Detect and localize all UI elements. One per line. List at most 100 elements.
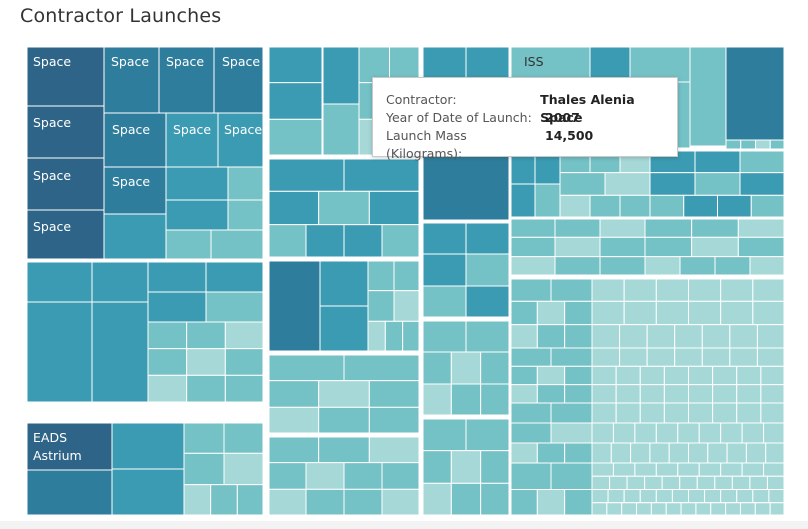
treemap-group[interactable]: [24, 258, 266, 422]
treemap-cell[interactable]: [186, 348, 226, 376]
treemap-cell[interactable]: [183, 484, 212, 517]
treemap-cell[interactable]: [534, 183, 561, 219]
treemap-cell[interactable]: [368, 435, 421, 464]
treemap-cell[interactable]: [480, 351, 511, 385]
treemap-cell[interactable]: [599, 236, 646, 258]
treemap-group[interactable]: [266, 352, 422, 436]
treemap-cell[interactable]: [509, 422, 552, 444]
treemap-cell[interactable]: [623, 277, 657, 302]
treemap-cell[interactable]: [267, 462, 307, 490]
treemap-cell[interactable]: [714, 475, 733, 490]
treemap-cell[interactable]: [559, 172, 606, 196]
treemap-group[interactable]: [266, 434, 422, 518]
treemap-cell[interactable]: [358, 45, 390, 84]
treemap-cell-space[interactable]: [25, 45, 105, 107]
treemap-cell[interactable]: [322, 103, 360, 157]
treemap-cell[interactable]: [739, 149, 786, 174]
treemap-cell[interactable]: [695, 502, 712, 517]
treemap-group[interactable]: [508, 276, 787, 518]
treemap-cell[interactable]: [402, 320, 421, 353]
treemap-cell[interactable]: [655, 462, 679, 477]
treemap-cell[interactable]: [25, 261, 93, 303]
treemap-cell[interactable]: [183, 421, 225, 454]
treemap-cell[interactable]: [765, 442, 786, 464]
treemap-cell[interactable]: [236, 484, 265, 517]
treemap-cell[interactable]: [267, 380, 320, 408]
treemap-cell[interactable]: [644, 217, 693, 238]
treemap-cell[interactable]: [754, 502, 771, 517]
treemap-cell[interactable]: [343, 353, 421, 382]
treemap-cell[interactable]: [712, 384, 738, 404]
treemap-cell[interactable]: [147, 291, 207, 323]
treemap-cell[interactable]: [91, 301, 149, 403]
treemap-cell[interactable]: [509, 236, 556, 258]
treemap-cell[interactable]: [688, 365, 714, 386]
treemap-cell[interactable]: [550, 402, 593, 424]
treemap-cell[interactable]: [680, 502, 697, 517]
treemap-cell[interactable]: [509, 442, 538, 464]
treemap-cell[interactable]: [749, 475, 768, 490]
treemap-cell[interactable]: [729, 324, 758, 349]
treemap-cell[interactable]: [267, 435, 320, 464]
treemap-cell[interactable]: [646, 347, 676, 367]
treemap-cell[interactable]: [318, 435, 370, 464]
treemap-cell[interactable]: [165, 229, 212, 261]
treemap-cell[interactable]: [729, 347, 758, 367]
treemap-cell[interactable]: [689, 45, 727, 147]
treemap-cell[interactable]: [381, 488, 421, 517]
treemap-cell[interactable]: [509, 384, 538, 404]
treemap-cell[interactable]: [305, 224, 345, 259]
treemap-cell[interactable]: [760, 365, 786, 386]
treemap-cell[interactable]: [691, 217, 739, 238]
treemap-cell[interactable]: [591, 324, 621, 349]
treemap-cell[interactable]: [720, 462, 743, 477]
treemap-cell[interactable]: [393, 290, 421, 322]
treemap-cell[interactable]: [343, 488, 383, 517]
treemap-cell[interactable]: [367, 290, 395, 322]
treemap-cell[interactable]: [683, 194, 718, 219]
treemap-cell[interactable]: [267, 259, 321, 353]
treemap-cell[interactable]: [691, 236, 739, 258]
treemap-cell[interactable]: [224, 348, 265, 376]
treemap-cell[interactable]: [668, 442, 690, 464]
treemap-cell[interactable]: [368, 380, 421, 408]
treemap-cell[interactable]: [698, 462, 722, 477]
treemap-cell[interactable]: [205, 291, 265, 323]
treemap-cell[interactable]: [368, 190, 421, 226]
treemap-cell-iss[interactable]: [509, 45, 591, 83]
treemap-cell[interactable]: [205, 261, 265, 293]
treemap-cell[interactable]: [639, 365, 665, 386]
treemap-cell[interactable]: [319, 259, 369, 307]
treemap-cell[interactable]: [393, 259, 421, 292]
treemap-cell[interactable]: [509, 462, 552, 490]
treemap-cell[interactable]: [610, 442, 632, 464]
treemap-cell[interactable]: [655, 300, 689, 326]
treemap-cell[interactable]: [465, 319, 511, 353]
treemap-cell[interactable]: [737, 217, 786, 238]
treemap-cell[interactable]: [421, 482, 452, 517]
treemap-cell[interactable]: [623, 489, 641, 504]
treemap-cell[interactable]: [609, 475, 628, 490]
treemap-cell[interactable]: [165, 166, 229, 201]
treemap-cell[interactable]: [210, 484, 238, 517]
treemap-cell[interactable]: [554, 236, 601, 258]
treemap-cell-space[interactable]: [217, 112, 265, 168]
treemap-cell[interactable]: [630, 442, 651, 464]
treemap-cell[interactable]: [223, 421, 265, 454]
treemap-cell[interactable]: [465, 253, 511, 287]
treemap-cell[interactable]: [649, 172, 696, 196]
treemap-cell-space[interactable]: [25, 157, 105, 211]
treemap-cell[interactable]: [731, 475, 751, 490]
treemap-cell[interactable]: [615, 402, 641, 424]
treemap-cell[interactable]: [536, 300, 566, 326]
treemap-cell[interactable]: [147, 374, 188, 403]
treemap-cell[interactable]: [421, 383, 452, 417]
treemap-cell[interactable]: [712, 365, 738, 386]
treemap-group[interactable]: [508, 216, 787, 278]
treemap-cell[interactable]: [536, 324, 566, 349]
treemap-cell[interactable]: [674, 347, 703, 367]
treemap-cell[interactable]: [564, 324, 593, 349]
treemap-cell[interactable]: [760, 402, 786, 424]
treemap-cell[interactable]: [644, 256, 681, 277]
treemap-cell[interactable]: [649, 442, 670, 464]
